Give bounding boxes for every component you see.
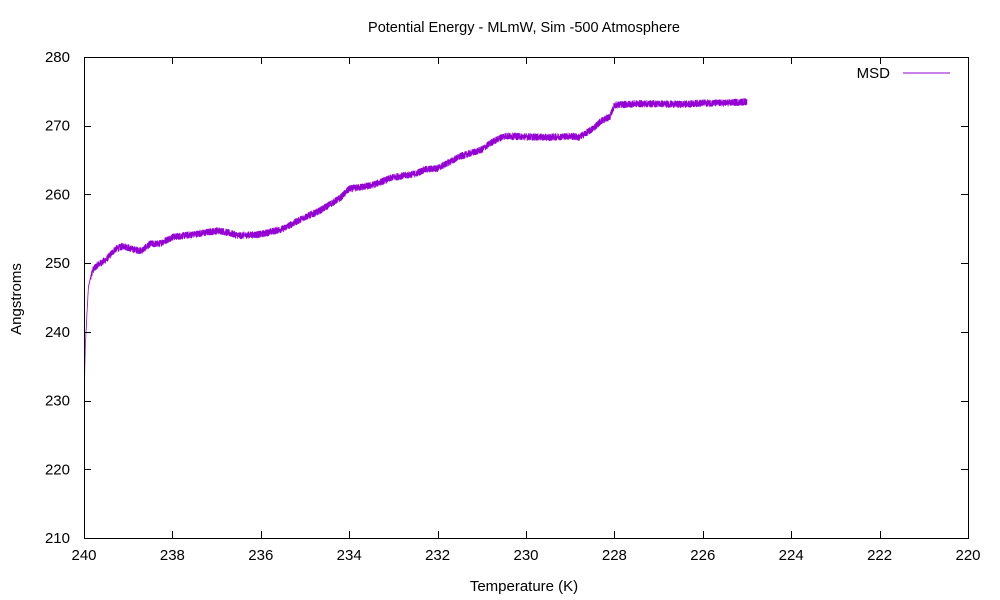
y-tick-label: 270 (45, 118, 70, 135)
plot-frame (84, 57, 969, 539)
x-tick-label: 234 (337, 547, 362, 564)
y-tick-label: 240 (45, 324, 70, 341)
y-tick-label: 260 (45, 186, 70, 203)
legend-label-msd: MSD (857, 65, 891, 82)
y-tick-label: 220 (45, 461, 70, 478)
x-tick-label: 240 (71, 547, 96, 564)
y-tick-label: 210 (45, 530, 70, 547)
x-tick-label: 224 (779, 547, 804, 564)
x-tick-label: 226 (690, 547, 715, 564)
x-axis: 240 238 236 234 232 230 228 226 224 222 220 (71, 57, 981, 564)
legend: MSD (857, 65, 950, 82)
x-tick-label: 238 (160, 547, 185, 564)
y-tick-label: 250 (45, 255, 70, 272)
x-tick-label: 228 (602, 547, 627, 564)
x-tick-label: 232 (425, 547, 450, 564)
y-axis: 210 220 230 240 250 260 270 280 (45, 49, 968, 547)
plot-area (84, 57, 969, 539)
x-tick-label: 220 (955, 547, 980, 564)
series-line-msd (84, 98, 748, 404)
y-tick-label: 230 (45, 393, 70, 410)
x-tick-label: 236 (248, 547, 273, 564)
data-layer (84, 98, 748, 404)
y-axis-label: Angstroms (8, 263, 25, 335)
x-axis-label: Temperature (K) (470, 578, 578, 595)
y-tick-label: 280 (45, 49, 70, 66)
chart-title: Potential Energy - MLmW, Sim -500 Atmosp… (368, 20, 680, 36)
x-tick-label: 222 (867, 547, 892, 564)
x-tick-label: 230 (513, 547, 538, 564)
